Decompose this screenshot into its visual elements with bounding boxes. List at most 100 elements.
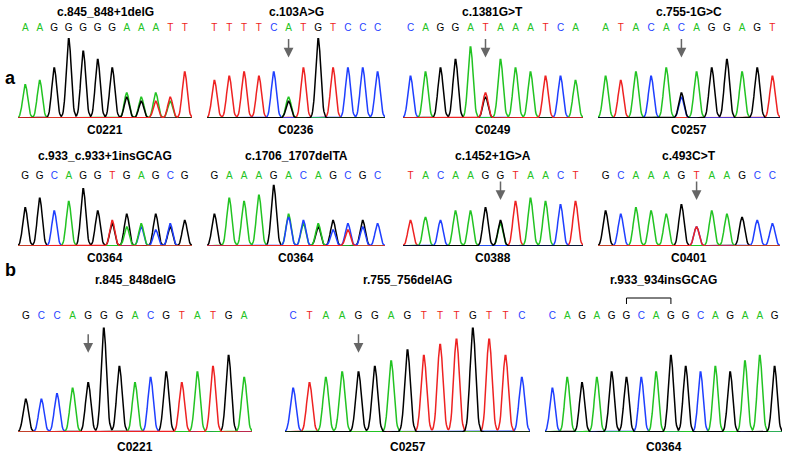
svg-text:T: T bbox=[182, 22, 188, 33]
svg-text:T: T bbox=[226, 22, 232, 33]
svg-text:C: C bbox=[51, 170, 58, 181]
svg-text:A: A bbox=[339, 310, 346, 321]
svg-text:G: G bbox=[708, 22, 716, 33]
svg-text:G: G bbox=[497, 170, 505, 181]
svg-text:A: A bbox=[653, 310, 660, 321]
svg-text:a: a bbox=[5, 68, 16, 88]
svg-text:G: G bbox=[371, 310, 379, 321]
svg-text:A: A bbox=[512, 22, 519, 33]
svg-text:G: G bbox=[329, 170, 337, 181]
svg-text:C: C bbox=[678, 22, 685, 33]
svg-text:G: G bbox=[667, 310, 675, 321]
svg-text:T: T bbox=[256, 22, 262, 33]
svg-text:C: C bbox=[300, 170, 307, 181]
svg-text:G: G bbox=[482, 170, 490, 181]
svg-text:T: T bbox=[306, 310, 312, 321]
svg-text:A: A bbox=[138, 22, 145, 33]
svg-text:G: G bbox=[100, 310, 108, 321]
svg-text:A: A bbox=[564, 310, 571, 321]
svg-text:r.933_934insGCAG: r.933_934insGCAG bbox=[610, 273, 717, 287]
svg-text:G: G bbox=[79, 22, 87, 33]
svg-text:G: G bbox=[314, 22, 322, 33]
svg-text:G: G bbox=[270, 170, 278, 181]
svg-text:T: T bbox=[694, 170, 700, 181]
svg-text:G: G bbox=[608, 310, 616, 321]
svg-text:C: C bbox=[557, 170, 564, 181]
svg-text:G: G bbox=[359, 170, 367, 181]
svg-text:C0364: C0364 bbox=[646, 440, 682, 454]
svg-text:G: G bbox=[225, 310, 233, 321]
svg-text:C0257: C0257 bbox=[671, 123, 707, 137]
svg-text:G: G bbox=[726, 310, 734, 321]
svg-text:G: G bbox=[623, 310, 631, 321]
svg-text:A: A bbox=[241, 170, 248, 181]
svg-text:c.1452+1G>A: c.1452+1G>A bbox=[455, 149, 531, 163]
svg-text:G: G bbox=[123, 170, 131, 181]
svg-text:A: A bbox=[132, 310, 139, 321]
svg-text:A: A bbox=[388, 310, 395, 321]
svg-text:G: G bbox=[578, 310, 586, 321]
svg-text:G: G bbox=[602, 170, 610, 181]
svg-text:C: C bbox=[290, 310, 297, 321]
svg-text:T: T bbox=[437, 310, 443, 321]
svg-text:A: A bbox=[241, 310, 248, 321]
svg-text:A: A bbox=[708, 170, 715, 181]
svg-text:A: A bbox=[739, 22, 746, 33]
svg-text:G: G bbox=[84, 310, 92, 321]
svg-text:A: A bbox=[648, 170, 655, 181]
svg-text:C0221: C0221 bbox=[117, 440, 153, 454]
svg-text:r.845_848delG: r.845_848delG bbox=[95, 273, 176, 287]
svg-text:b: b bbox=[5, 260, 16, 280]
svg-text:C: C bbox=[769, 170, 776, 181]
svg-text:C: C bbox=[437, 170, 444, 181]
svg-text:A: A bbox=[693, 22, 700, 33]
svg-text:T: T bbox=[109, 170, 115, 181]
svg-text:A: A bbox=[467, 22, 474, 33]
svg-text:T: T bbox=[542, 22, 548, 33]
svg-text:C0388: C0388 bbox=[475, 251, 511, 265]
svg-text:A: A bbox=[226, 170, 233, 181]
svg-text:A: A bbox=[285, 170, 292, 181]
svg-text:A: A bbox=[123, 22, 130, 33]
svg-text:C: C bbox=[53, 310, 60, 321]
svg-text:T: T bbox=[421, 310, 427, 321]
svg-text:G: G bbox=[771, 310, 779, 321]
svg-text:G: G bbox=[452, 22, 460, 33]
svg-text:A: A bbox=[422, 170, 429, 181]
svg-text:C: C bbox=[374, 170, 381, 181]
svg-text:G: G bbox=[108, 22, 116, 33]
svg-text:T: T bbox=[210, 310, 216, 321]
svg-text:G: G bbox=[723, 22, 731, 33]
svg-text:T: T bbox=[572, 170, 578, 181]
svg-text:G: G bbox=[181, 170, 189, 181]
svg-text:C: C bbox=[359, 22, 366, 33]
svg-text:C: C bbox=[557, 22, 564, 33]
svg-text:G: G bbox=[469, 310, 477, 321]
svg-text:A: A bbox=[285, 22, 292, 33]
svg-text:A: A bbox=[422, 22, 429, 33]
svg-text:A: A bbox=[256, 170, 263, 181]
svg-text:A: A bbox=[452, 170, 459, 181]
svg-text:T: T bbox=[482, 22, 488, 33]
svg-text:T: T bbox=[330, 22, 336, 33]
svg-text:T: T bbox=[512, 170, 518, 181]
svg-text:G: G bbox=[79, 170, 87, 181]
svg-text:G: G bbox=[682, 310, 690, 321]
svg-text:G: G bbox=[162, 310, 170, 321]
svg-text:c.103A>G: c.103A>G bbox=[269, 5, 324, 19]
svg-text:A: A bbox=[322, 310, 329, 321]
svg-text:A: A bbox=[69, 310, 76, 321]
svg-text:C0221: C0221 bbox=[87, 123, 123, 137]
svg-text:C0364: C0364 bbox=[278, 251, 314, 265]
svg-text:C: C bbox=[518, 310, 525, 321]
svg-text:G: G bbox=[152, 170, 160, 181]
svg-text:c.755-1G>C: c.755-1G>C bbox=[656, 5, 722, 19]
svg-text:C0257: C0257 bbox=[390, 440, 426, 454]
svg-text:C: C bbox=[638, 310, 645, 321]
svg-text:A: A bbox=[22, 22, 29, 33]
svg-text:G: G bbox=[22, 310, 30, 321]
svg-text:T: T bbox=[618, 22, 624, 33]
svg-text:T: T bbox=[241, 22, 247, 33]
svg-text:A: A bbox=[602, 22, 609, 33]
svg-text:G: G bbox=[678, 170, 686, 181]
